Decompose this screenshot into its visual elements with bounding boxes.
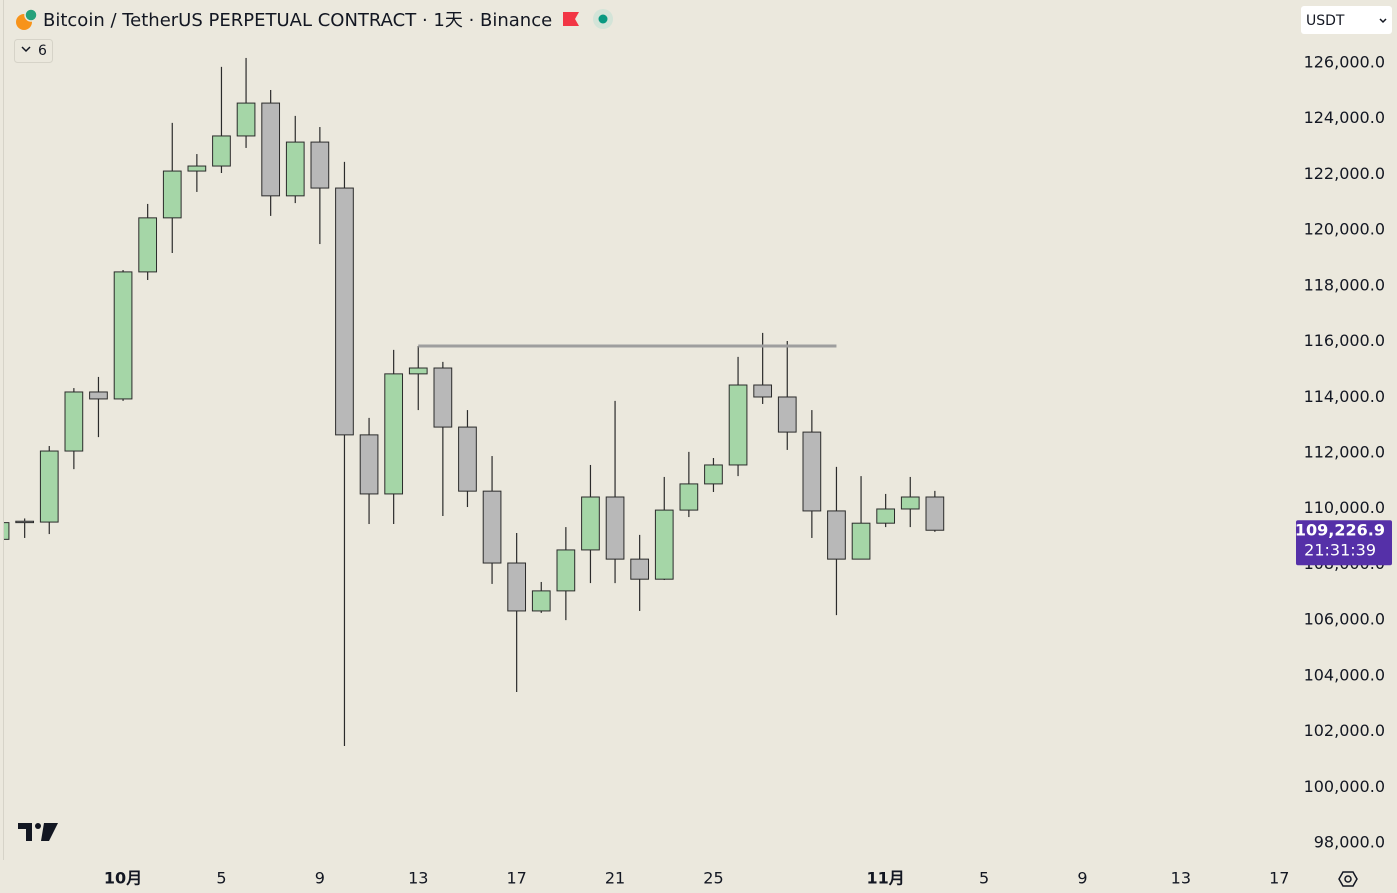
candle-body: [408, 367, 428, 375]
currency-select[interactable]: [1301, 6, 1392, 34]
candle-body: [728, 384, 748, 466]
candle-body: [802, 431, 822, 512]
candle-body: [531, 590, 551, 612]
y-tick-label: 124,000.0: [1304, 108, 1385, 127]
countdown-label: 21:31:39: [1304, 541, 1376, 560]
flag-icon: [563, 12, 579, 26]
candle-body: [876, 508, 896, 524]
x-tick-label: 17: [1269, 869, 1289, 888]
x-tick-label: 21: [605, 869, 625, 888]
candle-body: [15, 520, 35, 524]
candle-body: [679, 483, 699, 511]
y-tick-label: 126,000.0: [1304, 52, 1385, 71]
candle-body: [630, 558, 650, 580]
candle-body: [900, 496, 920, 510]
y-tick-label: 122,000.0: [1304, 164, 1385, 183]
candle-body: [335, 187, 354, 436]
candle-body: [654, 509, 674, 580]
candle-body: [925, 496, 945, 531]
y-tick-label: 98,000.0: [1314, 833, 1385, 852]
indicator-count: 6: [38, 43, 47, 59]
candle-body: [89, 391, 108, 400]
y-tick-label: 114,000.0: [1304, 387, 1385, 406]
candle-body: [310, 141, 330, 189]
x-tick-label: 9: [1077, 869, 1087, 888]
plot-area: [4, 57, 945, 747]
y-tick-label: 118,000.0: [1304, 275, 1385, 294]
candle-body: [605, 496, 625, 560]
y-tick-label: 112,000.0: [1304, 442, 1385, 461]
candle-body: [113, 271, 133, 400]
last-price-tag: [1296, 520, 1392, 566]
y-tick-label: 116,000.0: [1304, 331, 1385, 350]
symbol-title: Bitcoin / TetherUS PERPETUAL CONTRACT · …: [43, 10, 552, 31]
candle-body: [359, 434, 379, 495]
x-tick-label: 13: [408, 869, 428, 888]
candle-body: [507, 562, 527, 612]
candle-body: [4, 522, 10, 540]
candle-body: [236, 102, 256, 137]
y-tick-label: 104,000.0: [1304, 665, 1385, 684]
x-tick-label: 25: [703, 869, 723, 888]
candle-body: [827, 510, 846, 560]
candle-body: [64, 391, 84, 452]
candle-body: [704, 464, 723, 485]
last-price-label: 109,226.9: [1295, 521, 1385, 540]
x-tick-label: 10月: [104, 869, 142, 888]
candle-body: [187, 165, 207, 172]
candle-body: [39, 450, 59, 523]
y-tick-label: 120,000.0: [1304, 220, 1385, 239]
candle-body: [458, 426, 477, 492]
candle-body: [261, 102, 281, 197]
candle-body: [777, 396, 797, 433]
y-tick-label: 102,000.0: [1304, 721, 1385, 740]
x-tick-label: 11月: [867, 869, 905, 888]
y-tick-label: 110,000.0: [1304, 498, 1385, 517]
candle-body: [285, 141, 305, 197]
candle-body: [384, 373, 404, 495]
indicators-toggle[interactable]: [14, 39, 53, 63]
x-tick-label: 5: [979, 869, 989, 888]
candle-body: [138, 217, 158, 273]
candle-body: [433, 367, 453, 428]
x-tick-label: 17: [506, 869, 526, 888]
tether-icon: [24, 8, 38, 22]
candle-body: [556, 549, 576, 592]
x-tick-label: 9: [315, 869, 325, 888]
status-dot[interactable]: [598, 14, 608, 24]
chevron: [21, 46, 31, 53]
y-tick-label: 100,000.0: [1304, 777, 1385, 796]
candle-body: [212, 135, 231, 167]
settings-icon[interactable]: [1338, 871, 1358, 887]
tradingview-logo: [18, 823, 58, 841]
axes: 98,000.0 100,000.0 102,000.0 104,000.0 106,0…: [104, 52, 1392, 888]
chevron: [1379, 18, 1387, 24]
candle-body: [482, 490, 502, 564]
candle-body: [753, 384, 773, 398]
x-tick-label: 13: [1171, 869, 1191, 888]
y-tick-label: 106,000.0: [1304, 610, 1385, 629]
candle-body: [851, 522, 871, 560]
x-tick-label: 5: [216, 869, 226, 888]
currency-label: USDT: [1306, 13, 1345, 29]
candle-body: [162, 170, 182, 219]
candle-body: [581, 496, 600, 551]
